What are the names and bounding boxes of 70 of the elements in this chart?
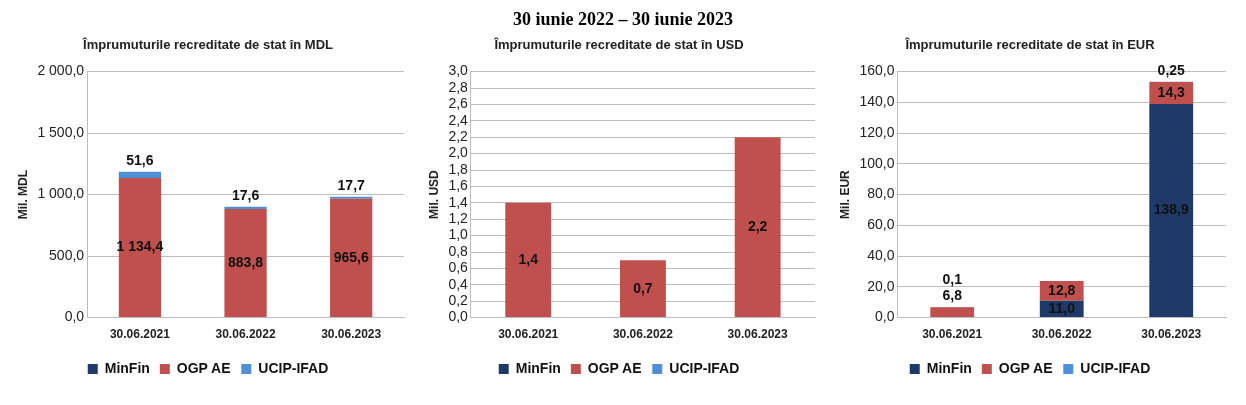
- data-label: 0,1: [942, 270, 963, 287]
- y-tick-label: 100,0: [859, 154, 895, 171]
- data-label: 1,4: [518, 250, 539, 267]
- y-tick-label: 2 000,0: [37, 62, 85, 79]
- y-tick-label: 0,2: [448, 292, 469, 309]
- y-tick-label: 1,2: [448, 210, 469, 227]
- y-tick-label: 500,0: [49, 246, 85, 263]
- legend-label: UCIP-IFAD: [669, 359, 740, 376]
- legend-label: OGP AE: [587, 359, 642, 376]
- y-tick-label: 20,0: [867, 277, 895, 294]
- y-tick-label: 1 000,0: [37, 185, 85, 202]
- y-tick-label: 0,4: [448, 275, 469, 292]
- y-tick-label: 140,0: [859, 93, 895, 110]
- data-label: 0,7: [633, 279, 653, 296]
- legend-label: MinFin: [515, 359, 561, 376]
- y-axis-title: Mil. EUR: [837, 169, 852, 219]
- y-tick-label: 2,0: [448, 144, 469, 161]
- data-label: 965,6: [333, 248, 369, 265]
- y-tick-label: 1,0: [448, 226, 469, 243]
- legend-label: OGP AE: [998, 359, 1053, 376]
- legend-label: UCIP-IFAD: [1080, 359, 1151, 376]
- y-tick-label: 0,0: [64, 308, 85, 325]
- y-tick-label: 1 500,0: [37, 123, 85, 140]
- x-tick-label: 30.06.2021: [498, 327, 559, 342]
- y-tick-label: 60,0: [867, 216, 895, 233]
- legend-label: OGP AE: [176, 359, 231, 376]
- x-tick-label: 30.06.2021: [922, 327, 983, 342]
- data-label: 17,6: [231, 186, 260, 203]
- data-label: 12,8: [1048, 281, 1076, 298]
- legend-label: MinFin: [104, 359, 150, 376]
- y-tick-label: 1,4: [448, 193, 469, 210]
- y-tick-label: 0,0: [448, 308, 469, 325]
- x-tick-label: 30.06.2023: [321, 327, 382, 342]
- x-tick-label: 30.06.2022: [215, 327, 276, 342]
- y-tick-label: 2,6: [448, 95, 469, 112]
- y-tick-label: 1,8: [448, 160, 469, 177]
- data-label: 11,0: [1048, 299, 1076, 316]
- legend-label: UCIP-IFAD: [258, 359, 329, 376]
- y-tick-label: 40,0: [867, 246, 895, 263]
- data-label: 883,8: [228, 253, 264, 270]
- y-tick-label: 0,8: [448, 242, 469, 259]
- x-tick-label: 30.06.2022: [1031, 327, 1093, 342]
- data-label: 138,9: [1153, 201, 1189, 218]
- x-tick-label: 30.06.2022: [612, 327, 674, 342]
- y-axis-title: Mil. USD: [426, 169, 441, 219]
- y-tick-label: 80,0: [867, 185, 895, 202]
- chart-title: Împrumuturile recreditate de stat în USD: [493, 37, 744, 53]
- y-tick-label: 2,4: [448, 111, 469, 128]
- x-tick-label: 30.06.2021: [109, 327, 171, 342]
- legend-label: MinFin: [926, 359, 972, 376]
- y-tick-label: 160,0: [859, 62, 895, 79]
- y-tick-label: 120,0: [859, 123, 895, 140]
- chart-title: Împrumuturile recreditate de stat în MDL: [82, 37, 334, 53]
- data-label: 6,8: [942, 286, 963, 303]
- x-tick-label: 30.06.2023: [1141, 327, 1202, 342]
- chart-title: Împrumuturile recreditate de stat în EUR: [904, 37, 1156, 53]
- data-label: 17,7: [337, 176, 366, 193]
- y-tick-label: 2,8: [448, 78, 469, 95]
- data-label: 0,25: [1157, 61, 1186, 78]
- data-label: 2,2: [747, 218, 768, 235]
- data-label: 14,3: [1157, 83, 1186, 100]
- y-tick-label: 1,6: [448, 177, 469, 194]
- text: 30 iunie 2022 – 30 iunie 2023: [512, 8, 734, 30]
- data-label: 51,6: [126, 151, 154, 168]
- y-tick-label: 3,0: [448, 62, 469, 79]
- y-tick-label: 0,0: [874, 308, 895, 325]
- y-tick-label: 2,2: [448, 128, 469, 145]
- y-axis-title: Mil. MDL: [15, 169, 30, 220]
- y-tick-label: 0,6: [448, 259, 469, 276]
- x-tick-label: 30.06.2023: [727, 327, 788, 342]
